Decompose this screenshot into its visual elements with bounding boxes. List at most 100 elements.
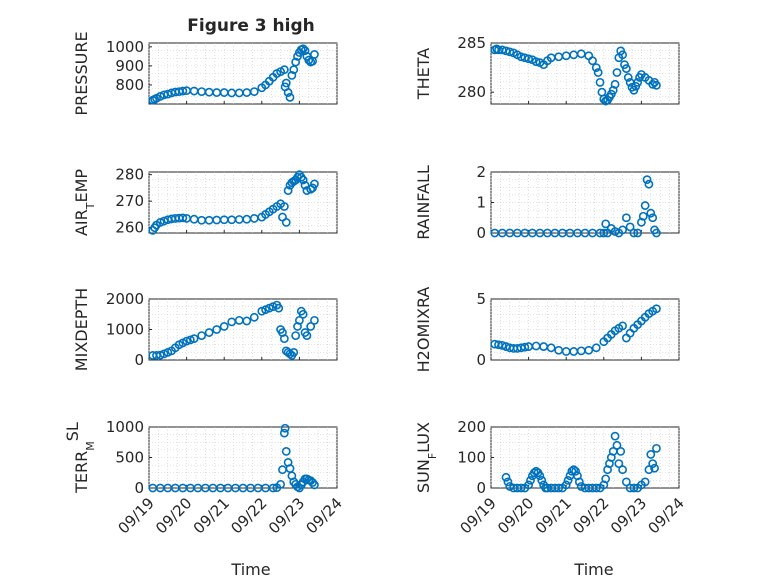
- data-point: [618, 321, 627, 331]
- data-point: [249, 312, 259, 322]
- data-point: [249, 87, 259, 97]
- data-point: [182, 336, 191, 346]
- panel-3: 260 270 280 AIRTEMP: [72, 166, 338, 237]
- data-point: [644, 465, 654, 475]
- data-point: [638, 211, 648, 221]
- data-point: [640, 201, 650, 210]
- y-tick-label: 260: [115, 219, 144, 237]
- y-axis-label-part: THETA: [414, 48, 433, 100]
- y-tick-label: 280: [115, 166, 144, 184]
- data-point: [281, 217, 291, 227]
- y-tick-label: 1000: [106, 321, 144, 339]
- data-point: [629, 483, 639, 493]
- data-point: [524, 54, 533, 64]
- data-point: [601, 219, 611, 229]
- data-point: [310, 179, 319, 189]
- y-tick-label: 800: [115, 76, 144, 94]
- x-tick-label: 09/23: [265, 494, 308, 537]
- data-point: [306, 322, 316, 331]
- data-point: [574, 477, 584, 487]
- data-point: [300, 180, 310, 190]
- x-tick-label: 09/21: [532, 494, 575, 537]
- data-point: [185, 335, 195, 345]
- data-point: [280, 423, 290, 433]
- data-point: [526, 475, 535, 485]
- y-axis-label: AIRTEMP: [72, 169, 97, 236]
- data-point: [612, 68, 622, 77]
- data-point: [503, 477, 513, 487]
- data-point: [302, 331, 312, 340]
- data-point: [289, 347, 299, 357]
- y-tick-label: 0: [134, 479, 144, 497]
- y-tick-label: 0: [476, 224, 486, 242]
- y-axis-label: TERRMSL: [63, 422, 97, 494]
- x-axis-label-right: Time: [573, 560, 613, 579]
- data-point: [298, 44, 308, 54]
- data-point: [197, 331, 207, 340]
- data-point: [644, 179, 654, 189]
- data-point: [593, 68, 603, 77]
- data-point: [621, 477, 631, 487]
- data-point: [623, 73, 633, 82]
- x-tick-label: 09/21: [190, 494, 233, 537]
- data-point: [554, 483, 564, 493]
- y-axis-label-part: SL: [63, 422, 82, 441]
- y-tick-label: 0: [134, 351, 144, 369]
- data-point: [584, 345, 594, 355]
- data-point: [242, 316, 252, 326]
- data-point: [291, 331, 301, 340]
- y-tick-label: 1000: [106, 418, 144, 436]
- data-point: [652, 443, 661, 453]
- y-axis-label-part: T: [84, 202, 97, 210]
- data-point: [281, 78, 291, 88]
- y-axis-label-part: EMP: [72, 169, 91, 203]
- x-tick-label: 09/24: [303, 494, 346, 537]
- data-point: [621, 213, 631, 223]
- y-axis-label: MIXDEPTH: [72, 288, 91, 371]
- data-point: [163, 89, 173, 99]
- y-axis-label-part: SUN: [414, 459, 433, 493]
- data-point: [279, 202, 289, 211]
- data-point: [563, 475, 573, 485]
- data-point: [524, 480, 533, 490]
- data-point: [546, 343, 556, 353]
- data-point: [625, 222, 635, 232]
- data-point: [652, 228, 661, 238]
- data-point: [287, 71, 297, 80]
- x-tick-label: 09/22: [227, 494, 270, 537]
- data-point: [178, 86, 188, 96]
- data-point: [291, 57, 301, 67]
- data-point: [629, 228, 639, 238]
- y-tick-label: 285: [457, 34, 486, 52]
- data-point: [281, 446, 291, 456]
- y-tick-label: 2000: [106, 290, 144, 308]
- data-point: [591, 483, 601, 493]
- y-axis-label-part: TERR: [72, 451, 91, 494]
- data-point: [646, 450, 656, 459]
- y-tick-label: 200: [457, 418, 486, 436]
- y-axis-label-part: M: [84, 441, 97, 451]
- data-point: [648, 79, 658, 89]
- x-tick-label: 09/23: [607, 494, 650, 537]
- data-point: [618, 465, 627, 475]
- panel-6: 0 5 H2OMIXRA: [414, 287, 680, 373]
- y-axis-label-part: H2OMIXRA: [414, 287, 433, 373]
- y-tick-label: 5: [476, 290, 486, 308]
- data-point: [591, 343, 601, 353]
- y-axis-label-part: AIR: [72, 209, 91, 236]
- y-axis-label: THETA: [414, 48, 433, 100]
- data-point: [298, 175, 308, 185]
- data-point: [285, 92, 295, 102]
- data-point: [569, 465, 579, 475]
- data-point: [276, 479, 285, 489]
- y-tick-label: 100: [457, 449, 486, 467]
- data-point: [310, 480, 319, 490]
- data-point: [648, 213, 658, 223]
- data-point: [599, 94, 609, 104]
- data-point: [591, 63, 601, 72]
- y-tick-label: 900: [115, 57, 144, 75]
- data-point: [621, 64, 631, 73]
- data-point: [640, 477, 650, 487]
- data-point: [535, 471, 545, 481]
